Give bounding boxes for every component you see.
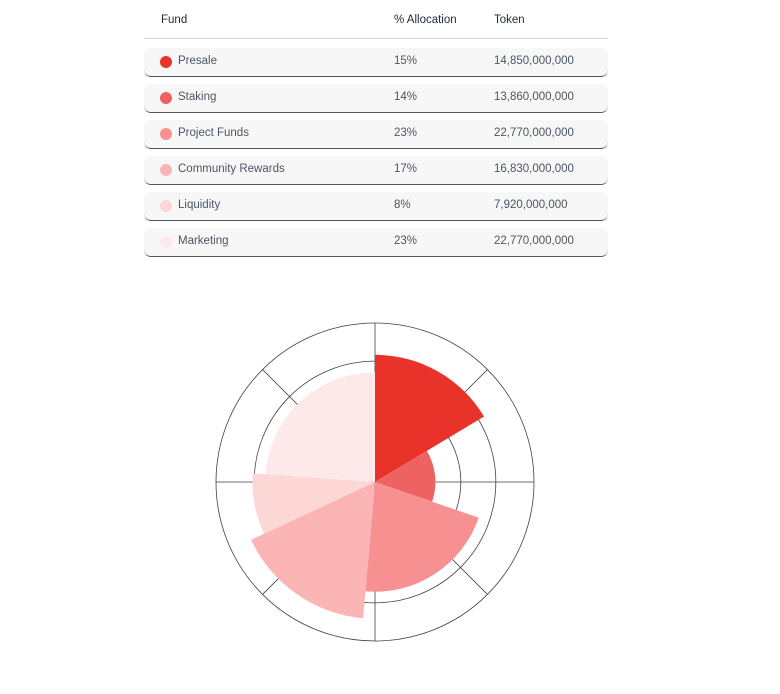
table-row: Community Rewards 17% 16,830,000,000 [144,156,608,185]
fund-token: 22,770,000,000 [494,127,574,139]
fund-name: Marketing [178,235,229,247]
fund-name: Staking [178,91,217,103]
fund-token: 13,860,000,000 [494,91,574,103]
table-row: Project Funds 23% 22,770,000,000 [144,120,608,149]
fund-token: 14,850,000,000 [494,55,574,67]
sector-marketing [265,372,375,482]
table-header: Fund % Allocation Token [144,0,608,39]
fund-name: Liquidity [178,199,221,211]
fund-name: Community Rewards [178,163,285,175]
sector-project-funds [365,482,479,592]
fund-allocation: 15% [394,55,418,67]
table-row: Marketing 23% 22,770,000,000 [144,228,608,257]
fund-allocation: 17% [394,163,418,175]
fund-allocation: 23% [394,235,418,247]
sector-staking [375,450,436,502]
sector-community-rewards [251,482,375,619]
header-token: Token [494,14,525,26]
fund-allocation: 14% [394,91,418,103]
fund-name: Project Funds [178,127,249,139]
sector-presale [375,354,485,482]
color-dot-icon [160,200,172,212]
table-body: Presale 15% 14,850,000,000 Staking 14% 1… [144,48,608,257]
header-fund: Fund [161,14,188,26]
allocation-table: Fund % Allocation Token Presale 15% 14,8… [144,0,608,264]
polar-area-chart [215,322,535,642]
fund-name: Presale [178,55,217,67]
fund-token: 7,920,000,000 [494,199,568,211]
color-dot-icon [160,92,172,104]
table-row: Presale 15% 14,850,000,000 [144,48,608,77]
color-dot-icon [160,236,172,248]
fund-allocation: 23% [394,127,418,139]
fund-token: 16,830,000,000 [494,163,574,175]
color-dot-icon [160,56,172,68]
header-allocation: % Allocation [394,14,457,26]
fund-allocation: 8% [394,199,411,211]
table-row: Staking 14% 13,860,000,000 [144,84,608,113]
fund-token: 22,770,000,000 [494,235,574,247]
sector-liquidity [252,473,375,534]
color-dot-icon [160,164,172,176]
color-dot-icon [160,128,172,140]
table-row: Liquidity 8% 7,920,000,000 [144,192,608,221]
